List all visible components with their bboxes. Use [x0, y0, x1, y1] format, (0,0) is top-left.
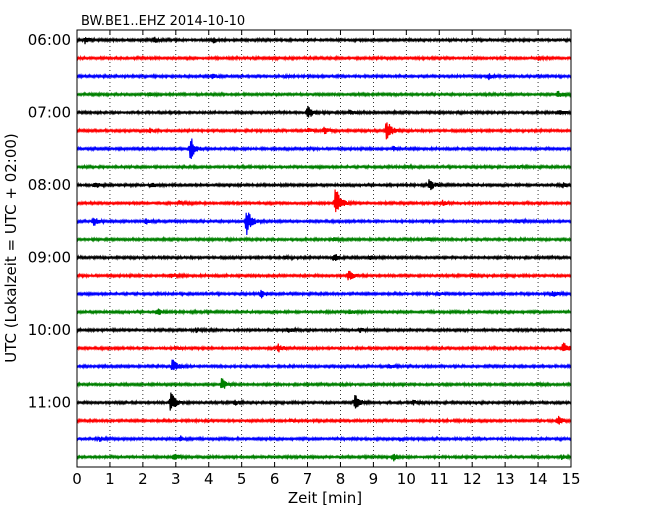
x-tick-label: 1: [105, 470, 115, 488]
seismogram-trace: [76, 72, 572, 81]
seismogram-trace: [76, 289, 572, 299]
seismogram-trace: [76, 235, 572, 244]
x-tick-label: 2: [138, 470, 148, 488]
y-tick-label: 08:00: [28, 176, 71, 194]
x-tick-label: 6: [270, 470, 280, 488]
x-axis-label: Zeit [min]: [288, 489, 362, 507]
seismogram-trace: [76, 378, 572, 389]
seismogram-trace: [76, 435, 572, 443]
y-tick-label: 06:00: [28, 31, 71, 49]
x-grid: [109, 30, 539, 467]
seismogram-trace: [76, 122, 572, 140]
seismogram-traces: [76, 36, 572, 462]
x-tick-label: 3: [171, 470, 181, 488]
seismogram-trace: [76, 212, 572, 235]
seismogram-trace: [76, 359, 572, 371]
x-tick-label: 8: [336, 470, 346, 488]
seismogram-trace: [76, 105, 572, 118]
seismogram-trace: [76, 54, 572, 62]
seismogram-trace: [76, 392, 572, 411]
y-tick-label: 10:00: [28, 321, 71, 339]
seismogram-trace: [76, 189, 572, 213]
seismogram-trace: [76, 138, 572, 160]
x-tick-label: 14: [529, 470, 548, 488]
y-tick-label: 11:00: [28, 394, 71, 412]
seismogram-trace: [76, 36, 572, 45]
x-tick-label: 4: [204, 470, 214, 488]
y-axis-label: UTC (Lokalzeit = UTC + 02:00): [2, 133, 20, 363]
x-tick-label: 9: [369, 470, 379, 488]
seismogram-trace: [76, 253, 572, 262]
x-tick-label: 0: [72, 470, 82, 488]
x-tick-label: 12: [463, 470, 482, 488]
x-tick-label: 15: [561, 470, 580, 488]
x-tick-label: 5: [237, 470, 247, 488]
seismogram-trace: [76, 270, 572, 281]
x-tick-labels: 0 1 2 3 4 5 6 7 8 9 10 11 12 13 14 15: [72, 470, 580, 488]
seismogram-trace: [76, 342, 572, 353]
seismogram-trace: [76, 453, 572, 462]
x-tick-label: 11: [430, 470, 449, 488]
y-tick-label: 07:00: [28, 104, 71, 122]
y-tick-label: 09:00: [28, 249, 71, 267]
seismogram-trace: [76, 415, 572, 425]
chart-title: BW.BE1..EHZ 2014-10-10: [81, 14, 245, 29]
seismogram-trace: [76, 163, 572, 171]
seismogram-trace: [76, 90, 572, 99]
x-tick-label: 7: [303, 470, 313, 488]
x-tick-label: 10: [397, 470, 416, 488]
seismogram-trace: [76, 308, 572, 316]
y-tick-labels: 06:00 07:00 08:00 09:00 10:00 11:00: [28, 31, 71, 412]
axis-ticks: [76, 30, 572, 467]
plot-frame: [76, 29, 572, 468]
seismogram-trace: [76, 179, 572, 191]
seismogram-trace: [76, 326, 572, 334]
x-tick-label: 13: [496, 470, 515, 488]
